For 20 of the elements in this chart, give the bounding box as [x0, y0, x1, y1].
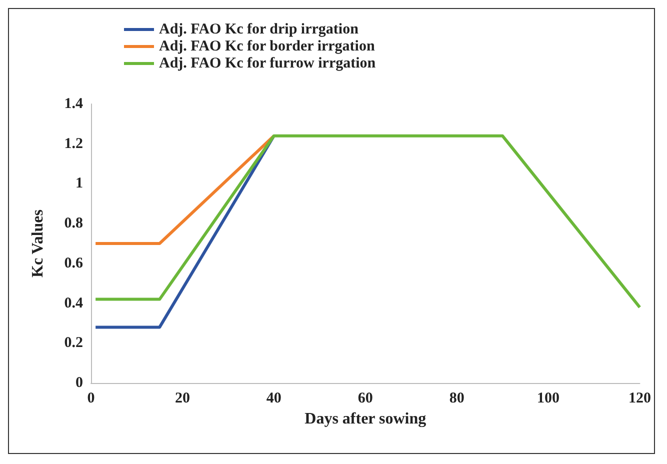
x-tick-label: 80 [449, 390, 464, 406]
x-tick-label: 40 [266, 390, 282, 406]
y-axis-title: Kc Values [30, 209, 46, 278]
x-tick-label: 100 [537, 390, 560, 406]
legend-label: Adj. FAO Kc for drip irrgation [159, 22, 360, 38]
legend-label: Adj. FAO Kc for furrow irrgation [159, 56, 376, 72]
y-tick-label: 1.4 [64, 96, 84, 112]
y-tick-label: 0.2 [64, 335, 83, 352]
y-tick-label: 0.6 [64, 255, 84, 272]
y-tick-label: 1.2 [64, 136, 83, 152]
x-axis-title: Days after sowing [304, 410, 426, 428]
legend-label: Adj. FAO Kc for border irrgation [159, 38, 376, 54]
x-tick-label: 20 [174, 390, 190, 406]
x-tick-label: 60 [358, 390, 373, 406]
y-tick-label: 0.8 [64, 216, 83, 232]
x-tick-label: 0 [87, 390, 95, 406]
y-tick-label: 1 [76, 176, 83, 192]
x-tick-label: 120 [628, 390, 651, 406]
y-tick-label: 0.4 [64, 295, 84, 312]
y-tick-label: 0 [76, 375, 83, 391]
